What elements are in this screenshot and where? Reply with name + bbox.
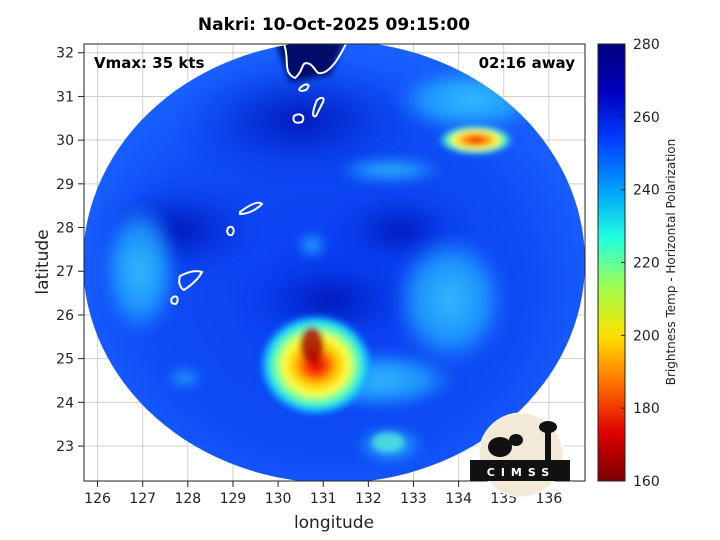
- colorbar-tick-label: 160: [633, 474, 660, 490]
- y-tick-label: 30: [56, 133, 74, 149]
- x-tick-label: 136: [536, 491, 563, 507]
- vmax-label: Vmax: 35 kts: [94, 54, 204, 72]
- plot-area: 126 127 128 129 130 131 132 133 134 135 136 232425…: [56, 43, 586, 507]
- x-tick-label: 126: [84, 491, 111, 507]
- logo-text: CIMSS: [487, 466, 555, 479]
- x-tick-label: 134: [445, 491, 472, 507]
- x-tick-label: 133: [400, 491, 427, 507]
- y-axis-label: latitude: [33, 229, 53, 294]
- colorbar-tick-label: 280: [633, 37, 660, 53]
- colorbar-tick-label: 180: [633, 401, 660, 417]
- y-tick-label: 27: [56, 264, 74, 280]
- x-tick-labels: 126 127 128 129 130 131 132 133 134 135 136: [84, 491, 562, 507]
- x-tick-label: 127: [129, 491, 156, 507]
- x-tick-label: 128: [174, 491, 201, 507]
- y-tick-label: 28: [56, 221, 74, 237]
- colorbar: 280 260 240 220 200 180 160 Brightness Temp - …: [597, 37, 678, 490]
- chart-title: Nakri: 10-Oct-2025 09:15:00: [198, 15, 470, 35]
- colorbar-tick-label: 240: [633, 183, 660, 199]
- cimss-logo: CIMSS: [470, 412, 570, 498]
- colorbar-tick-label: 220: [633, 256, 660, 272]
- y-tick-label: 23: [56, 439, 74, 455]
- away-label: 02:16 away: [479, 54, 576, 72]
- y-tick-label: 26: [56, 308, 74, 324]
- colorbar-ticks: 280 260 240 220 200 180 160: [621, 37, 660, 490]
- y-tick-label: 31: [56, 89, 74, 105]
- y-tick-label: 32: [56, 46, 74, 62]
- axes-frame: [83, 43, 586, 482]
- y-tick-label: 29: [56, 177, 74, 193]
- colorbar-tick-label: 200: [633, 328, 660, 344]
- x-tick-label: 129: [220, 491, 247, 507]
- colorbar-tick-label: 260: [633, 110, 660, 126]
- x-tick-label: 132: [355, 491, 382, 507]
- y-tick-labels: 23 24 25 26 27 28 29 30 31 32: [56, 46, 74, 455]
- brightness-temp-swath: [84, 44, 585, 481]
- y-tick-label: 25: [56, 352, 74, 368]
- colorbar-label: Brightness Temp - Horizontal Polarizatio…: [664, 139, 678, 386]
- x-tick-label: 130: [265, 491, 292, 507]
- colorbar-bar: [597, 43, 626, 482]
- x-axis-label: longitude: [294, 513, 374, 533]
- x-tick-label: 131: [310, 491, 337, 507]
- y-tick-label: 24: [56, 395, 74, 411]
- coastlines: [170, 44, 347, 306]
